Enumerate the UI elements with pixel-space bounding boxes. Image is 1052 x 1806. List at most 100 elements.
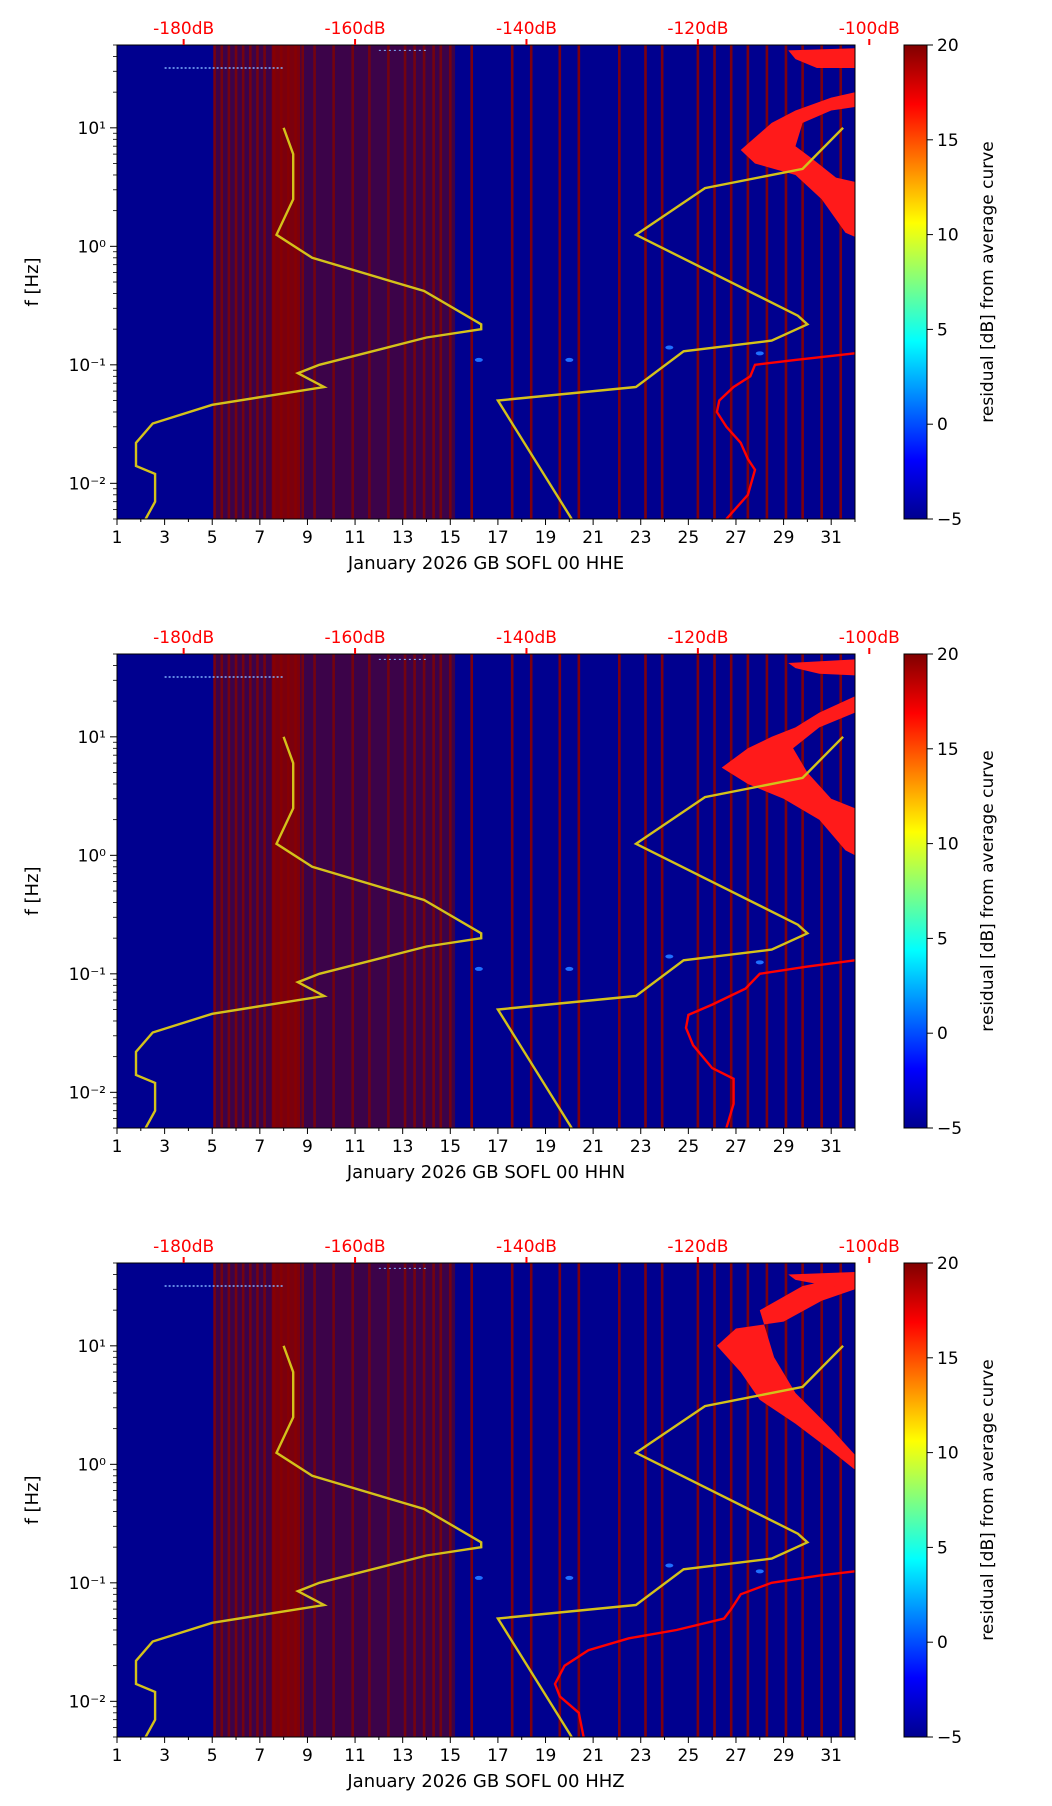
db-tick-label: -100dB	[839, 19, 900, 39]
heatmap-area	[117, 45, 855, 519]
data-gap-column	[839, 45, 843, 519]
x-tick-label: 31	[820, 1746, 842, 1766]
x-tick-label: 21	[582, 1746, 604, 1766]
data-gap-column	[746, 45, 750, 519]
x-tick-label: 23	[630, 1746, 652, 1766]
x-tick-label: 25	[678, 1746, 700, 1766]
data-gap-column	[644, 654, 647, 1128]
db-tick-label: -180dB	[153, 628, 214, 648]
colorbar-tick-label: 20	[937, 645, 959, 665]
y-tick-label: 10⁻¹	[69, 356, 106, 376]
y-axis-label: f [Hz]	[22, 257, 43, 306]
data-gap-column	[660, 45, 664, 519]
data-gap-column	[765, 45, 769, 519]
x-tick-label: 13	[392, 528, 414, 548]
data-gap-column	[529, 45, 533, 519]
colorbar-tick-label: 10	[937, 1444, 959, 1464]
reference-curve-high	[495, 126, 844, 519]
x-tick-label: 23	[630, 1137, 652, 1157]
data-gap-column	[696, 654, 700, 1128]
data-gap-column	[839, 1263, 843, 1737]
x-tick-label: 23	[630, 528, 652, 548]
x-tick-label: 13	[392, 1746, 414, 1766]
x-tick-label: 27	[725, 1746, 747, 1766]
data-gap-column	[644, 1263, 647, 1737]
x-tick-label: 21	[582, 528, 604, 548]
colorbar-tick-label: 15	[937, 131, 959, 151]
x-axis-label: January 2026 GB SOFL 00 HHZ	[346, 1771, 624, 1792]
x-tick-label: 29	[773, 1746, 795, 1766]
db-tick-label: -140dB	[496, 1237, 557, 1257]
data-gap-column	[618, 654, 621, 1128]
data-gap-column	[839, 654, 843, 1128]
colorbar-tick-label: 15	[937, 740, 959, 760]
data-gap-column	[784, 654, 788, 1128]
data-gap-column	[510, 45, 514, 519]
data-gap-block	[271, 1263, 301, 1737]
x-tick-label: 29	[773, 528, 795, 548]
data-gap-column	[820, 1263, 823, 1737]
x-tick-label: 1	[112, 528, 123, 548]
data-gap-column	[660, 654, 664, 1128]
hot-residual-band	[721, 696, 855, 856]
colorbar-tick-label: 10	[937, 226, 959, 246]
reference-curve-high	[495, 735, 844, 1128]
x-tick-label: 3	[159, 1137, 170, 1157]
data-gap-column	[558, 654, 562, 1128]
average-curve	[553, 1570, 855, 1737]
residual-spot	[474, 357, 483, 362]
x-tick-label: 25	[678, 528, 700, 548]
data-gap-column	[470, 654, 474, 1128]
colorbar-tick-label: 5	[937, 1538, 948, 1558]
data-gap-column	[660, 1263, 664, 1737]
data-gap-column	[644, 45, 647, 519]
data-gap-column	[558, 1263, 562, 1737]
residual-spot	[474, 1575, 483, 1580]
x-tick-label: 5	[207, 1746, 218, 1766]
residual-spot	[755, 1569, 764, 1574]
y-axis-label: f [Hz]	[22, 866, 43, 915]
residual-spot	[565, 1575, 574, 1580]
y-tick-label: 10⁰	[78, 237, 107, 257]
x-tick-label: 3	[159, 528, 170, 548]
x-tick-label: 31	[820, 1137, 842, 1157]
data-gap-column	[713, 654, 716, 1128]
hot-residual-band	[740, 92, 855, 237]
y-tick-label: 10¹	[78, 728, 106, 748]
hot-residual-band	[716, 1274, 855, 1470]
data-gap-column	[470, 45, 474, 519]
data-gap-column	[820, 654, 823, 1128]
data-gap-column	[820, 45, 823, 519]
data-gap-column	[765, 1263, 769, 1737]
colorbar-tick-label: 0	[937, 415, 948, 435]
residual-spot	[565, 966, 574, 971]
x-tick-label: 11	[344, 528, 366, 548]
reference-curve-low	[134, 736, 483, 1128]
data-gap-column	[529, 1263, 533, 1737]
colorbar-tick-label: 20	[937, 36, 959, 56]
x-tick-label: 15	[439, 1137, 461, 1157]
db-tick-label: -160dB	[325, 19, 386, 39]
data-gap-column	[696, 1263, 700, 1737]
data-gap-column	[801, 1263, 804, 1737]
x-tick-label: 3	[159, 1746, 170, 1766]
y-tick-label: 10⁰	[78, 846, 107, 866]
residual-spot	[565, 357, 574, 362]
y-tick-label: 10⁻¹	[69, 965, 106, 985]
x-tick-label: 17	[487, 1137, 509, 1157]
colorbar-tick-label: 5	[937, 929, 948, 949]
colorbar-label: residual [dB] from average curve	[978, 750, 998, 1031]
x-tick-label: 13	[392, 1137, 414, 1157]
data-gap-column	[618, 1263, 621, 1737]
y-tick-label: 10⁻²	[69, 1083, 106, 1103]
y-tick-label: 10⁻²	[69, 1692, 106, 1712]
heatmap-area	[117, 1263, 855, 1737]
x-tick-label: 1	[112, 1746, 123, 1766]
residual-spot	[665, 1563, 674, 1568]
x-tick-label: 15	[439, 528, 461, 548]
data-gap-column	[801, 45, 804, 519]
x-tick-label: 1	[112, 1137, 123, 1157]
